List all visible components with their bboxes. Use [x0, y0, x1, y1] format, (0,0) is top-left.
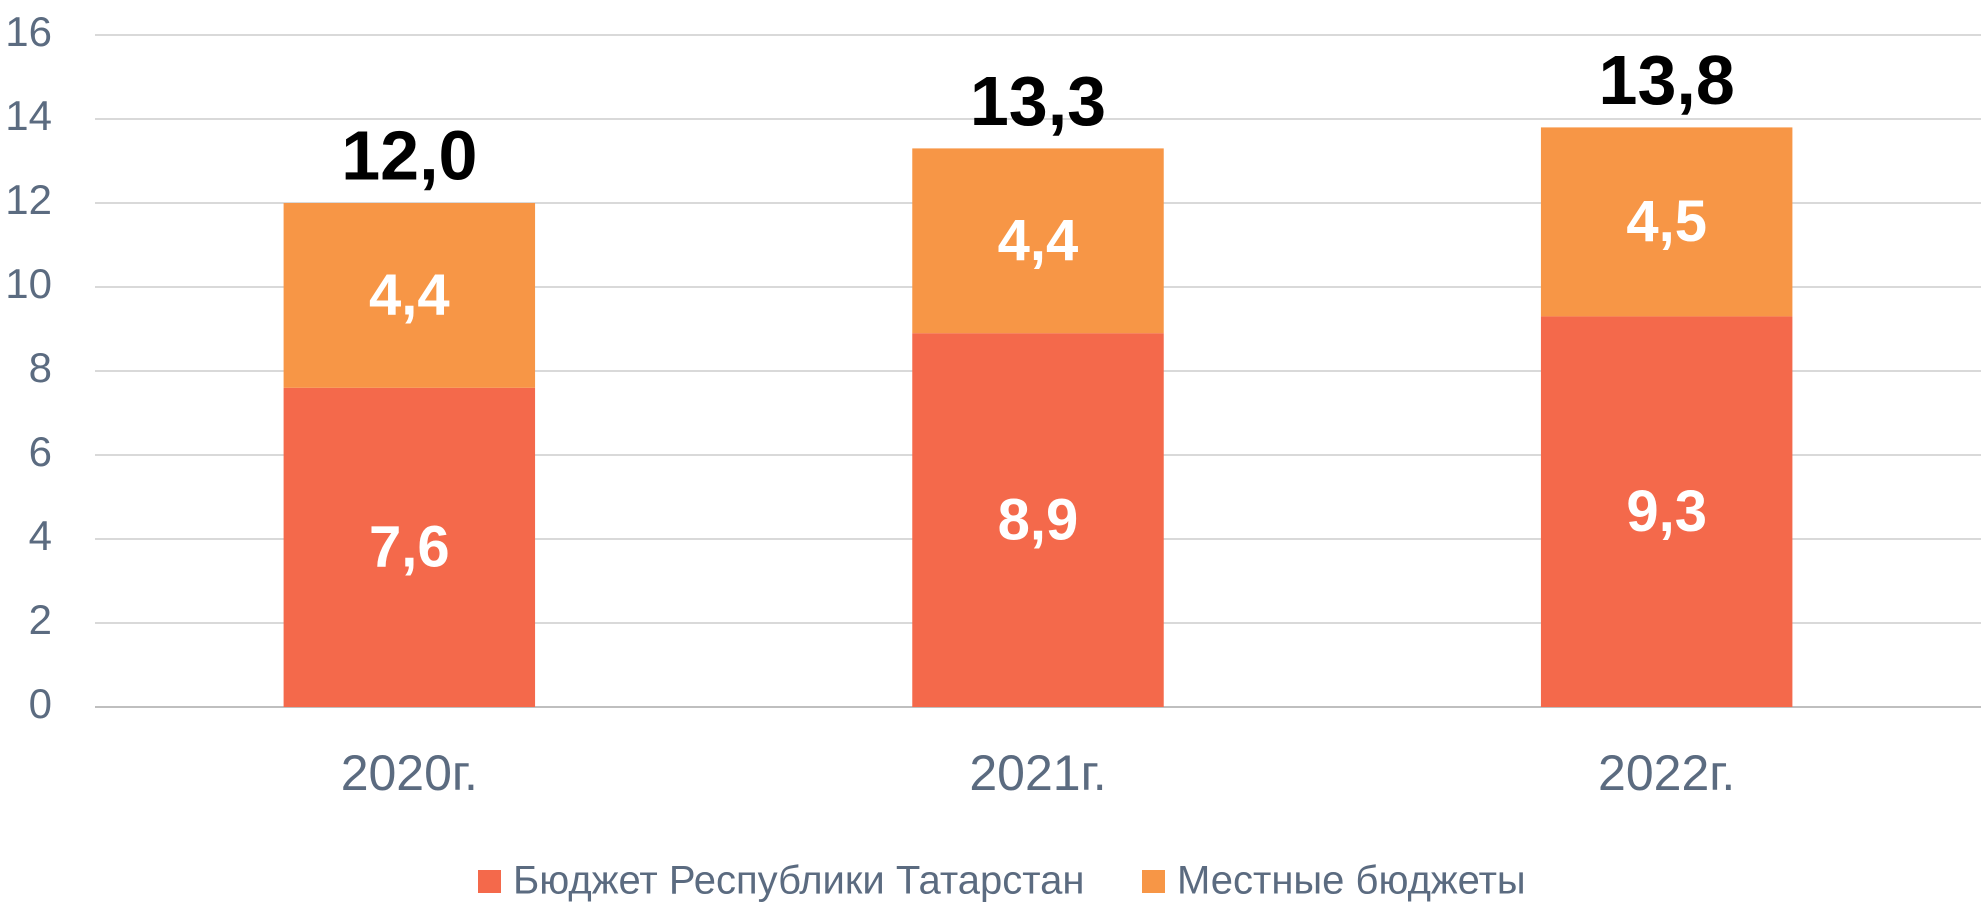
bar-segment [912, 333, 1164, 707]
bar-segment [1540, 316, 1793, 707]
legend-swatch [1142, 870, 1165, 893]
y-tick-label: 14 [5, 92, 52, 139]
y-tick-label: 2 [29, 596, 52, 643]
value-label: 4,5 [1626, 189, 1707, 254]
total-label: 13,8 [1599, 41, 1735, 119]
y-tick-label: 16 [5, 8, 52, 55]
value-label: 8,9 [998, 487, 1079, 552]
legend-swatch [478, 870, 501, 893]
x-tick-label: 2020г. [341, 745, 478, 801]
bar-segment [1540, 127, 1793, 317]
y-tick-label: 10 [5, 260, 52, 307]
y-tick-label: 8 [29, 344, 52, 391]
value-label: 4,4 [998, 208, 1079, 273]
legend-label: Местные бюджеты [1177, 859, 1526, 903]
y-tick-label: 0 [29, 680, 52, 727]
bar-segment [912, 148, 1164, 334]
bar-segment [283, 387, 536, 707]
y-tick-label: 6 [29, 428, 52, 475]
total-label: 12,0 [341, 116, 477, 194]
total-label: 13,3 [970, 62, 1106, 140]
x-tick-label: 2022г. [1598, 745, 1735, 801]
value-label: 4,4 [369, 263, 450, 328]
y-tick-label: 12 [5, 176, 52, 223]
value-label: 7,6 [369, 515, 450, 580]
y-tick-label: 4 [29, 512, 52, 559]
legend-label: Бюджет Республики Татарстан [513, 859, 1084, 903]
bar-segment [283, 203, 536, 388]
x-tick-label: 2021г. [969, 745, 1106, 801]
value-label: 9,3 [1626, 479, 1707, 544]
